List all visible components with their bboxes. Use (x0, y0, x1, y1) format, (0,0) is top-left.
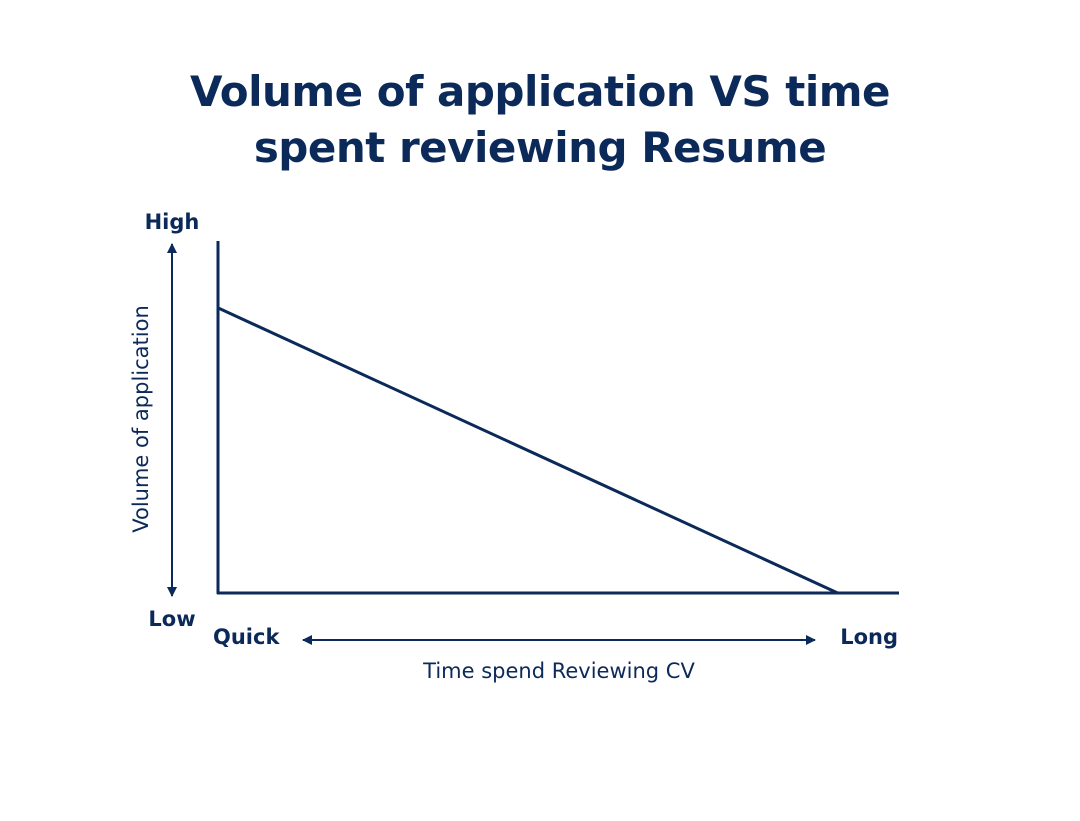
x-high-label: Long (840, 625, 898, 649)
y-low-label: Low (148, 607, 195, 631)
chart-title: Volume of application VS time spent revi… (0, 64, 1080, 176)
y-axis-title: Volume of application (129, 305, 153, 533)
series-line (217, 306, 839, 595)
y-high-label: High (145, 210, 200, 234)
chart-title-line-1: Volume of application VS time (190, 67, 890, 116)
x-axis-title: Time spend Reviewing CV (422, 659, 695, 683)
chart-title-line-2: spent reviewing Resume (253, 123, 827, 172)
x-low-label: Quick (213, 625, 280, 649)
